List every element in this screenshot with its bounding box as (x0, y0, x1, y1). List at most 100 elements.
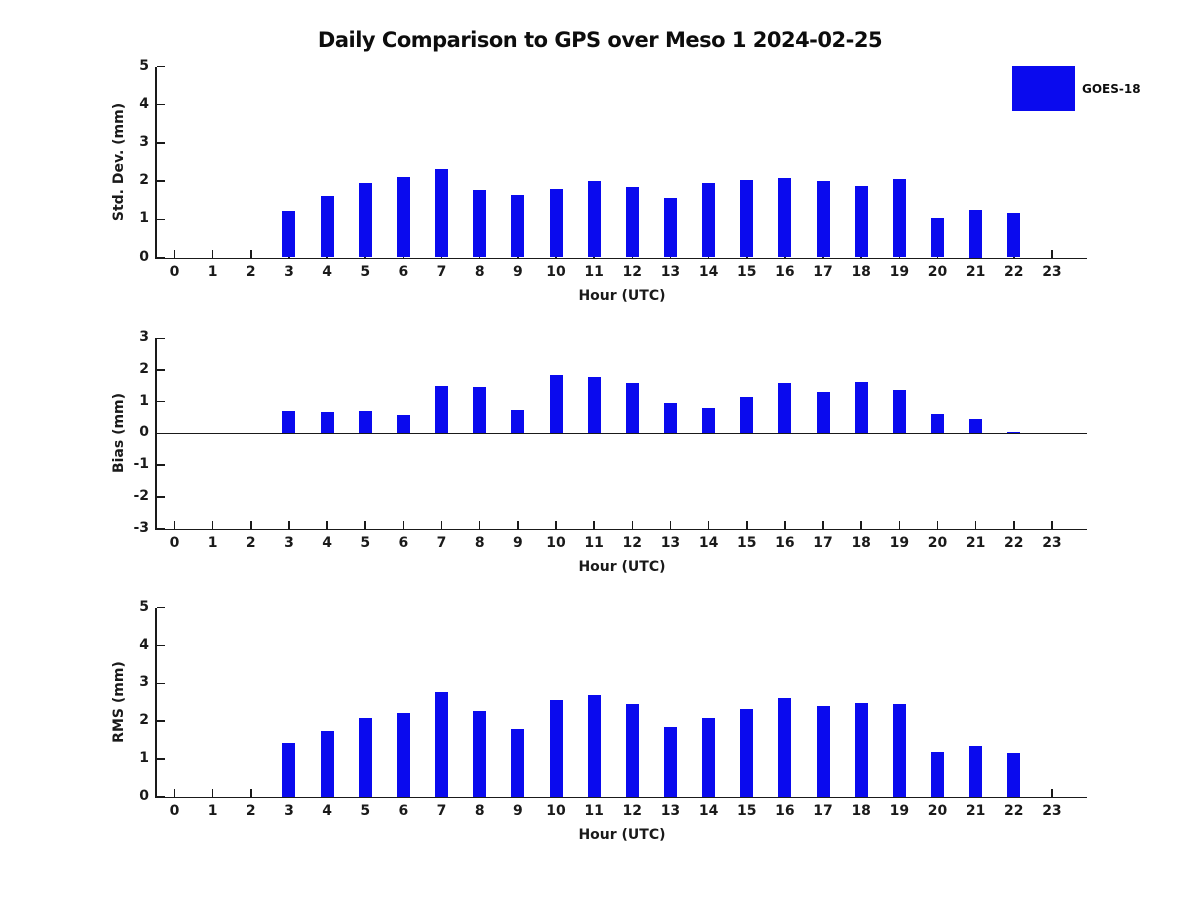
bar (740, 180, 754, 258)
x-tick-label: 1 (207, 802, 218, 819)
x-tick-label: 5 (360, 263, 371, 280)
bar (435, 692, 449, 797)
x-tick-label: 3 (284, 534, 294, 551)
x-tick-label: 16 (775, 802, 795, 819)
x-tick-label: 15 (737, 534, 757, 551)
x-tick-label: 16 (775, 263, 795, 280)
x-tick-label: 19 (889, 263, 910, 280)
x-tick (707, 520, 710, 529)
x-tick-label: 22 (1004, 534, 1024, 551)
x-tick-label: 7 (436, 263, 447, 280)
bar (396, 713, 410, 797)
x-tick-label: 19 (889, 802, 910, 819)
y-tick (157, 142, 165, 144)
x-tick-label: 22 (1004, 802, 1024, 819)
bar (282, 210, 296, 258)
x-tick-label: 6 (398, 263, 409, 280)
bar (740, 396, 754, 434)
x-tick (555, 520, 557, 529)
y-tick (157, 496, 165, 498)
y-tick-label: 0 (139, 248, 149, 265)
x-tick (173, 788, 176, 797)
x-tick-label: 20 (927, 534, 948, 551)
y-tick-label: -2 (133, 487, 149, 504)
bar (549, 189, 563, 258)
x-tick (173, 249, 176, 258)
x-tick-label: 10 (546, 534, 566, 551)
x-tick (1051, 520, 1053, 529)
x-tick-label: 0 (169, 534, 180, 551)
x-axis-label: Hour (UTC) (578, 826, 666, 843)
x-axis-spine (155, 796, 1087, 799)
bar (625, 382, 639, 434)
bar (702, 183, 716, 258)
x-tick-label: 10 (546, 802, 566, 819)
x-tick (860, 520, 862, 529)
x-tick-label: 7 (436, 534, 447, 551)
y-tick-label: 5 (139, 598, 149, 615)
y-tick-label: 2 (139, 712, 149, 729)
x-tick-label: 9 (512, 263, 523, 280)
x-tick (402, 520, 405, 529)
bar (969, 419, 983, 434)
x-tick-label: 7 (436, 802, 447, 819)
bar (549, 699, 563, 797)
bar (587, 376, 601, 434)
x-tick-label: 5 (360, 534, 371, 551)
bar (435, 385, 449, 434)
bar (663, 197, 677, 258)
x-axis-spine (155, 528, 1087, 531)
bar (816, 705, 830, 797)
y-axis-spine (155, 66, 157, 260)
x-tick-label: 11 (584, 534, 604, 551)
x-tick-label: 21 (965, 534, 986, 551)
x-tick (250, 249, 252, 258)
x-tick-label: 1 (207, 263, 218, 280)
x-tick-label: 15 (737, 263, 757, 280)
x-tick-label: 1 (207, 534, 218, 551)
y-tick (157, 400, 165, 403)
bar (358, 183, 372, 258)
bar (435, 168, 449, 258)
x-tick-label: 18 (851, 263, 871, 280)
bar (511, 729, 525, 797)
x-tick (211, 520, 214, 529)
bar (625, 186, 639, 258)
bar (969, 746, 983, 797)
x-tick-label: 0 (169, 263, 180, 280)
y-tick-label: 1 (139, 749, 149, 766)
y-axis-spine (155, 607, 157, 799)
x-tick-label: 18 (851, 802, 871, 819)
y-tick-label: 3 (139, 329, 149, 346)
bar (396, 415, 410, 434)
bar (1007, 752, 1021, 797)
bar (1007, 432, 1021, 434)
x-tick-label: 17 (813, 534, 833, 551)
zero-line (157, 432, 1087, 434)
bar (778, 697, 792, 797)
y-tick-label: 4 (139, 636, 149, 653)
x-tick-label: 4 (322, 534, 332, 551)
x-tick-label: 12 (622, 263, 643, 280)
x-tick-label: 3 (284, 263, 294, 280)
x-tick (440, 520, 443, 529)
x-tick-label: 10 (546, 263, 566, 280)
x-tick-label: 17 (813, 263, 833, 280)
bar (358, 718, 372, 797)
x-tick-label: 8 (474, 534, 485, 551)
x-tick-label: 13 (660, 534, 681, 551)
y-tick-label: 3 (139, 674, 149, 691)
bar (511, 410, 525, 434)
y-tick (157, 65, 165, 68)
bar (892, 179, 906, 258)
x-tick-label: 14 (698, 802, 719, 819)
y-tick (157, 606, 165, 609)
bar (854, 702, 868, 797)
y-tick-label: -3 (133, 519, 149, 536)
bar (892, 390, 906, 434)
y-tick (157, 682, 165, 685)
x-tick-label: 11 (584, 263, 604, 280)
legend-label: GOES-18 (1082, 82, 1141, 96)
